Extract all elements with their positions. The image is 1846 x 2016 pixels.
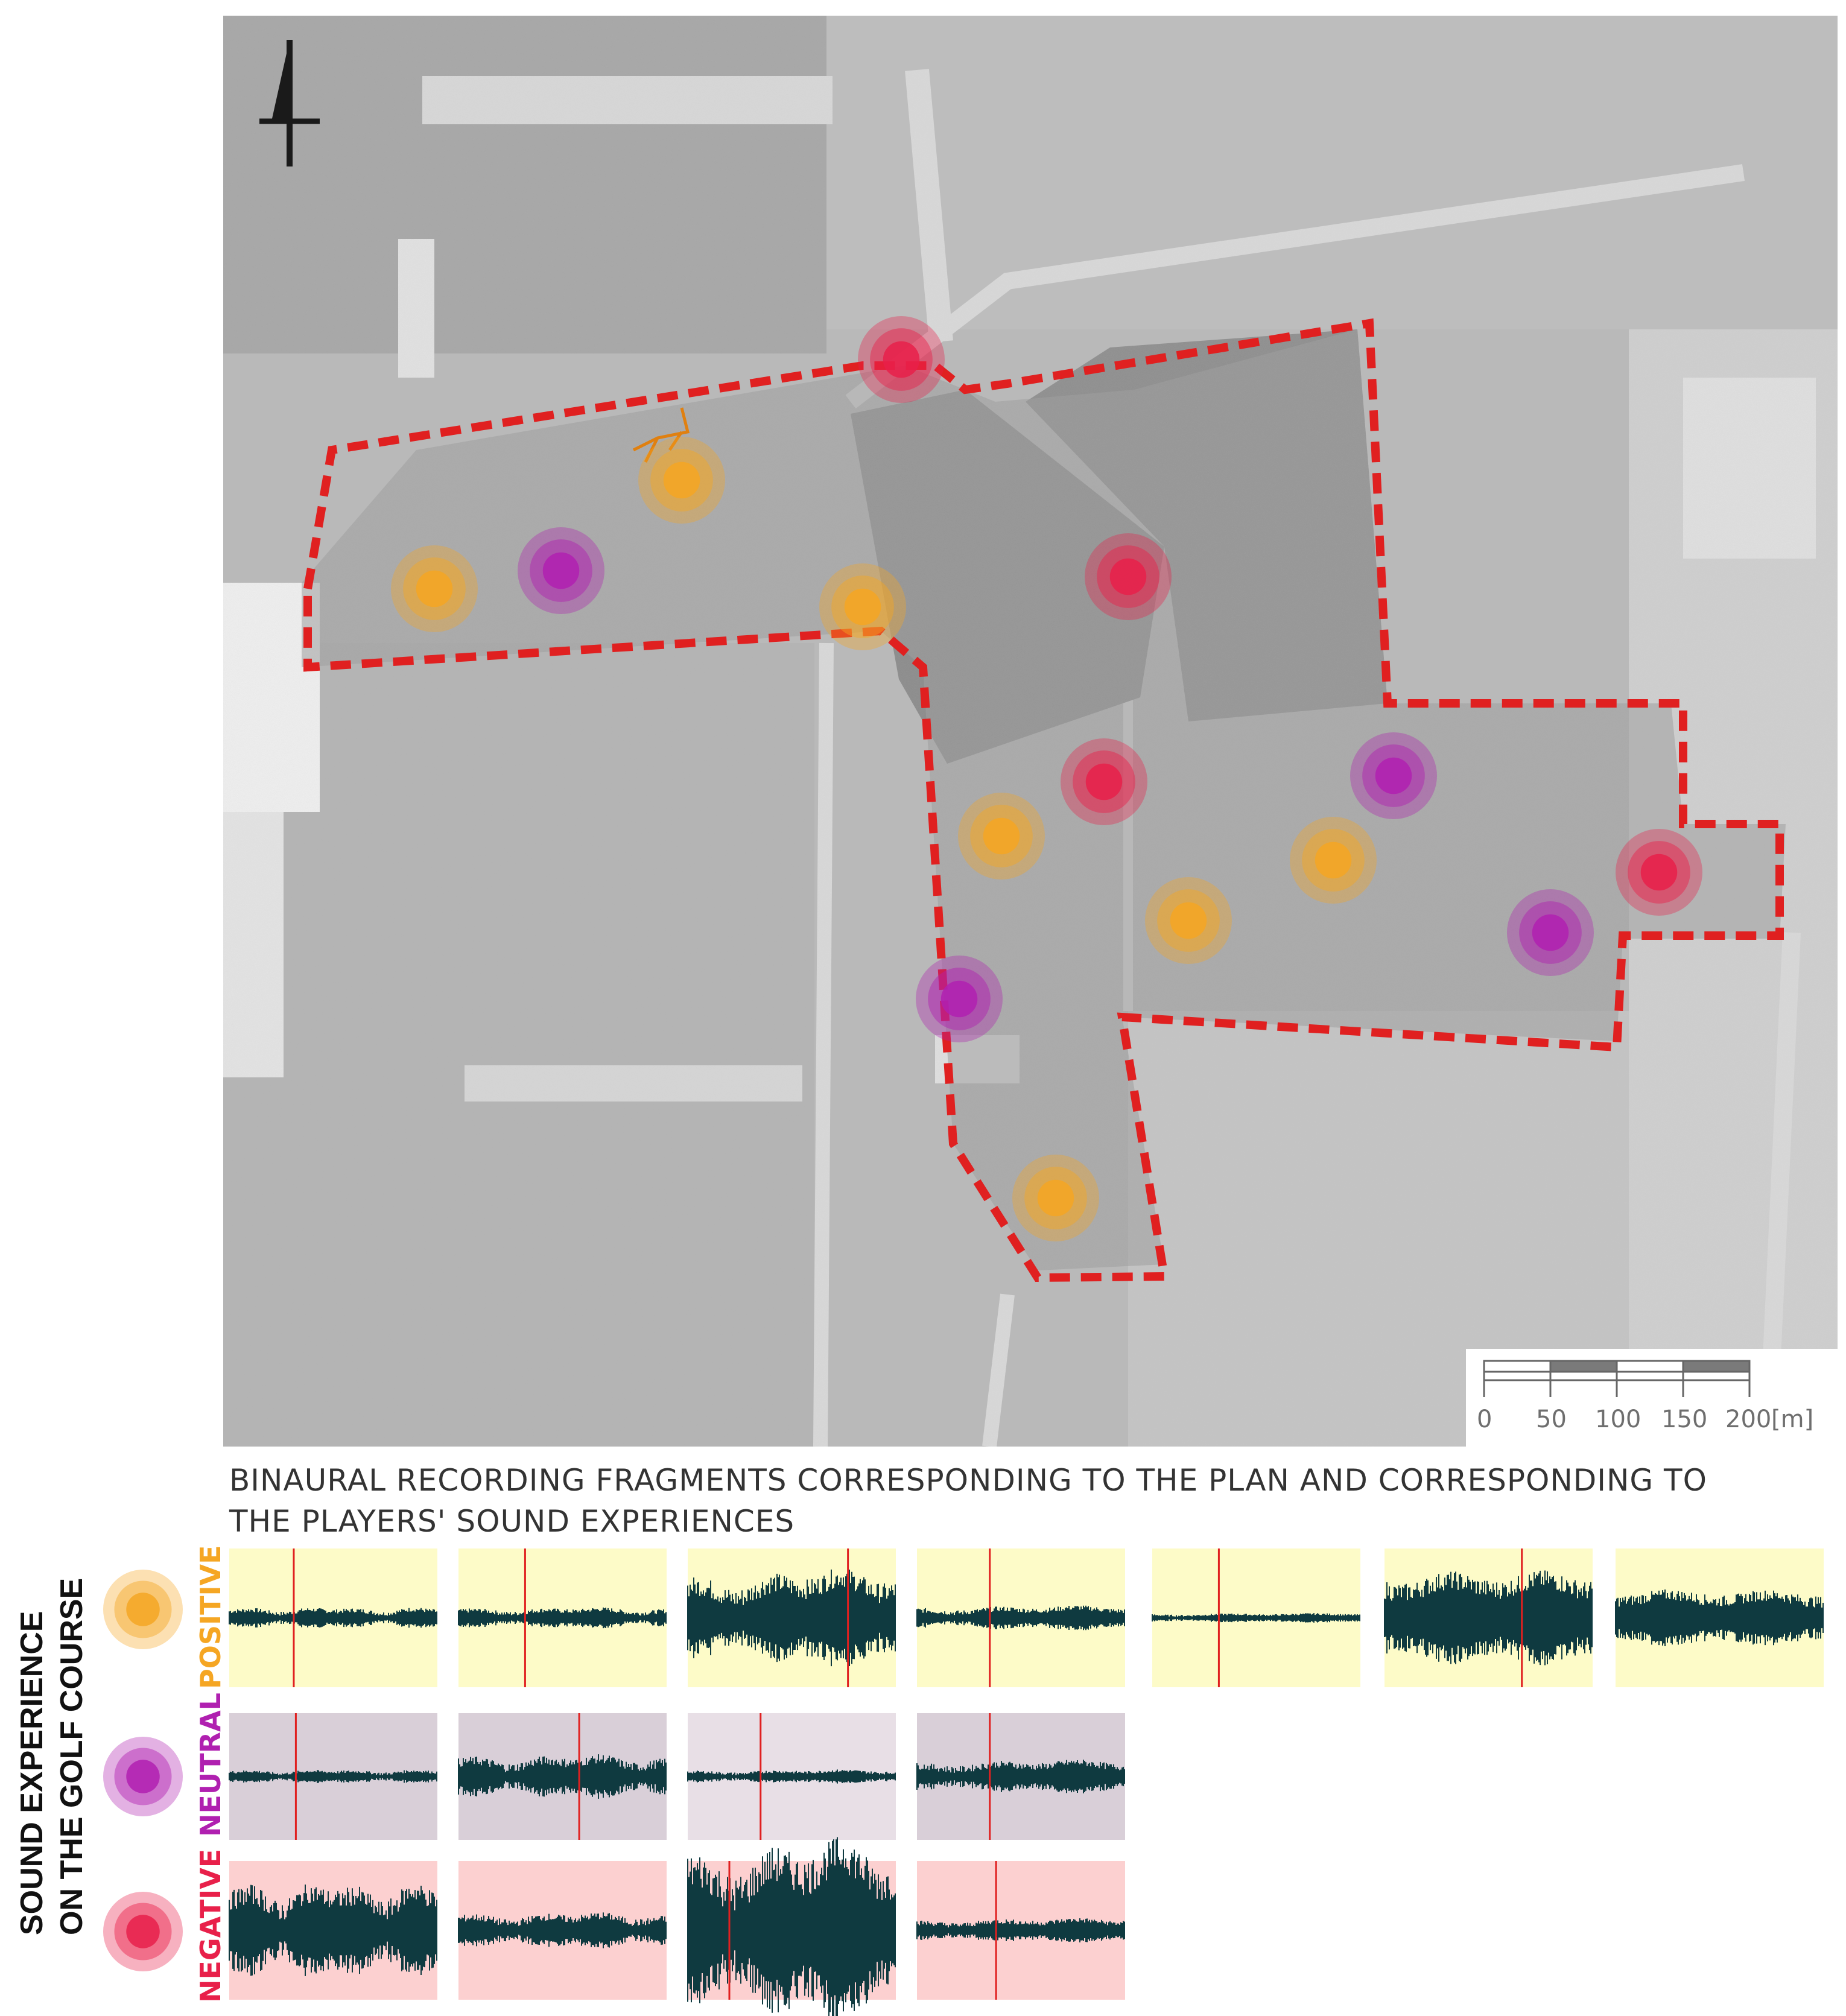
site-plan-map: 0 50 100 150 200 [m] bbox=[223, 16, 1838, 1447]
waveform-trace bbox=[1615, 1590, 1824, 1646]
north-arrow-icon bbox=[259, 40, 320, 166]
scale-tick-50: 50 bbox=[1536, 1406, 1567, 1433]
waveform-trace bbox=[916, 1760, 1125, 1793]
recording-point-positive bbox=[391, 545, 478, 632]
waveform-clip-neutral bbox=[458, 1713, 667, 1840]
recording-point-negative bbox=[1085, 533, 1172, 620]
waveform-clip-positive bbox=[687, 1548, 896, 1687]
recording-point-negative bbox=[858, 316, 945, 403]
recording-point-positive bbox=[1290, 817, 1377, 904]
waveform-trace bbox=[229, 1608, 437, 1628]
recording-point-negative bbox=[1616, 829, 1702, 916]
waveform-clip-positive bbox=[229, 1548, 437, 1687]
site-boundary bbox=[303, 318, 1784, 1282]
recording-point-neutral bbox=[1350, 732, 1437, 819]
side-label: SOUND EXPERIENCE ON THE GOLF COURSE bbox=[14, 1578, 89, 1935]
category-label-negative: NEGATIVE bbox=[194, 1849, 227, 2003]
aerial-photo-texture bbox=[223, 16, 1838, 1447]
waveform-clip-negative bbox=[458, 1861, 667, 2000]
waveform-clip-neutral bbox=[229, 1713, 437, 1840]
recording-point-positive bbox=[819, 563, 906, 650]
scale-tick-0: 0 bbox=[1477, 1406, 1492, 1433]
recording-point-positive bbox=[638, 437, 725, 524]
waveform-trace bbox=[687, 1769, 896, 1784]
legend-markers bbox=[103, 1570, 183, 1971]
recording-points bbox=[391, 316, 1702, 1241]
side-label-line-2: ON THE GOLF COURSE bbox=[54, 1578, 89, 1935]
waveform-trace bbox=[458, 1754, 667, 1799]
scale-tick-150: 150 bbox=[1661, 1406, 1707, 1433]
title-line-1: BINAURAL RECORDING FRAGMENTS CORRESPONDI… bbox=[229, 1463, 1707, 1498]
title-line-2: THE PLAYERS' SOUND EXPERIENCES bbox=[229, 1504, 795, 1539]
category-label-positive: POSITIVE bbox=[194, 1545, 227, 1689]
scale-unit: [m] bbox=[1771, 1406, 1813, 1433]
waveform-trace bbox=[687, 1569, 896, 1667]
scale-tick-200: 200 bbox=[1725, 1406, 1771, 1433]
recording-point-negative bbox=[1061, 738, 1147, 825]
waveform-clip-negative bbox=[687, 1837, 896, 2016]
legend-marker-negative bbox=[103, 1892, 183, 1971]
waveform-clip-negative bbox=[916, 1861, 1125, 2000]
recording-point-neutral bbox=[916, 956, 1003, 1042]
recording-point-positive bbox=[1012, 1155, 1099, 1241]
waveform-trace bbox=[229, 1770, 437, 1783]
recording-point-positive bbox=[1145, 877, 1232, 964]
legend-marker-positive bbox=[103, 1570, 183, 1649]
waveform-clip-negative bbox=[229, 1861, 437, 2000]
waveform-clip-neutral bbox=[916, 1713, 1125, 1840]
player-sketch-icon bbox=[632, 407, 690, 463]
waveform-clip-positive bbox=[916, 1548, 1125, 1687]
scale-bar: 0 50 100 150 200 [m] bbox=[1466, 1349, 1838, 1447]
waveform-trace bbox=[1152, 1613, 1360, 1623]
waveform-clip-positive bbox=[1615, 1548, 1824, 1687]
waveform-trace bbox=[1384, 1570, 1593, 1666]
category-label-neutral: NEUTRAL bbox=[194, 1693, 227, 1837]
waveform-trace bbox=[687, 1837, 896, 2016]
recording-point-neutral bbox=[518, 527, 604, 614]
waveform-trace bbox=[458, 1607, 667, 1629]
waveform-clip-positive bbox=[458, 1548, 667, 1687]
scale-segments bbox=[1483, 1360, 1751, 1397]
waveform-clip-neutral bbox=[687, 1713, 896, 1840]
legend-marker-neutral bbox=[103, 1737, 183, 1816]
waveform-trace bbox=[916, 1605, 1125, 1631]
waveform-trace bbox=[229, 1884, 437, 1976]
waveform-trace bbox=[458, 1912, 667, 1948]
waveform-panel: SOUND EXPERIENCE ON THE GOLF COURSE POSI… bbox=[14, 1545, 1824, 2016]
recording-point-positive bbox=[958, 793, 1045, 880]
waveform-clips bbox=[229, 1548, 1824, 2016]
scale-tick-100: 100 bbox=[1595, 1406, 1641, 1433]
waveform-trace bbox=[916, 1918, 1125, 1942]
recording-point-neutral bbox=[1507, 889, 1594, 976]
waveform-clip-positive bbox=[1384, 1548, 1593, 1687]
waveform-clip-positive bbox=[1152, 1548, 1360, 1687]
waveform-section-title: BINAURAL RECORDING FRAGMENTS CORRESPONDI… bbox=[229, 1460, 1798, 1542]
side-label-line-1: SOUND EXPERIENCE bbox=[14, 1611, 49, 1935]
